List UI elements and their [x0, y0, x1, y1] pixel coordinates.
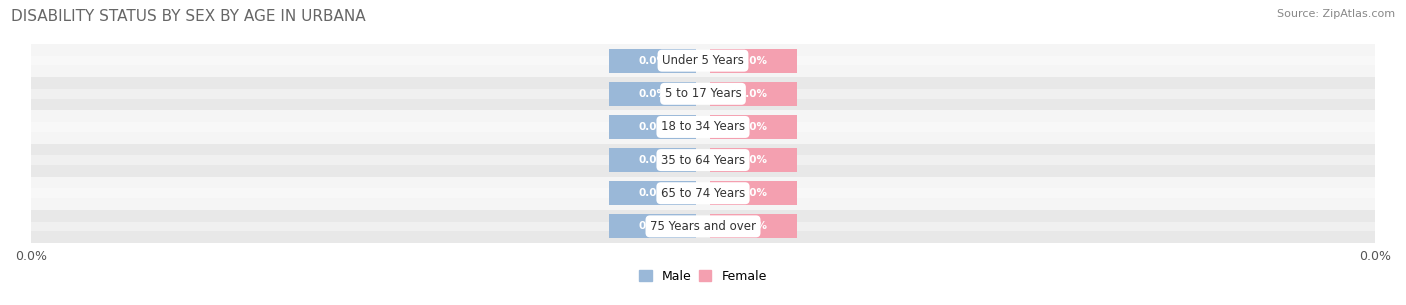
Bar — [31, 144, 1375, 177]
Text: 0.0%: 0.0% — [638, 221, 666, 231]
Bar — [31, 210, 1375, 243]
Text: 0.0%: 0.0% — [638, 89, 666, 99]
Text: 18 to 34 Years: 18 to 34 Years — [661, 120, 745, 134]
Legend: Male, Female: Male, Female — [640, 270, 766, 283]
Text: 0.0%: 0.0% — [740, 221, 768, 231]
Text: 0.0%: 0.0% — [638, 155, 666, 165]
Bar — [31, 122, 1375, 132]
Text: Source: ZipAtlas.com: Source: ZipAtlas.com — [1277, 9, 1395, 19]
Bar — [710, 115, 797, 139]
Bar — [710, 49, 797, 73]
Text: 0.0%: 0.0% — [740, 56, 768, 66]
Text: 0.0%: 0.0% — [638, 188, 666, 198]
Bar — [710, 148, 797, 172]
Bar — [31, 177, 1375, 210]
Bar — [609, 148, 696, 172]
Bar — [609, 181, 696, 205]
Bar — [31, 222, 1375, 231]
Bar — [31, 44, 1375, 77]
Text: 5 to 17 Years: 5 to 17 Years — [665, 87, 741, 100]
Text: 0.0%: 0.0% — [638, 56, 666, 66]
Bar — [31, 89, 1375, 99]
Text: DISABILITY STATUS BY SEX BY AGE IN URBANA: DISABILITY STATUS BY SEX BY AGE IN URBAN… — [11, 9, 366, 24]
Bar — [31, 188, 1375, 198]
Bar — [609, 82, 696, 106]
Bar — [710, 214, 797, 238]
Bar — [31, 155, 1375, 165]
Bar — [31, 77, 1375, 110]
Text: 75 Years and over: 75 Years and over — [650, 220, 756, 233]
Bar — [609, 214, 696, 238]
Bar — [609, 49, 696, 73]
Text: 35 to 64 Years: 35 to 64 Years — [661, 154, 745, 167]
Text: 65 to 74 Years: 65 to 74 Years — [661, 187, 745, 200]
Text: 0.0%: 0.0% — [740, 155, 768, 165]
Bar — [710, 82, 797, 106]
Text: 0.0%: 0.0% — [740, 188, 768, 198]
Text: Under 5 Years: Under 5 Years — [662, 54, 744, 67]
Bar — [31, 110, 1375, 144]
Bar — [609, 115, 696, 139]
Bar — [31, 56, 1375, 66]
Text: 0.0%: 0.0% — [740, 122, 768, 132]
Text: 0.0%: 0.0% — [638, 122, 666, 132]
Bar — [710, 181, 797, 205]
Text: 0.0%: 0.0% — [740, 89, 768, 99]
